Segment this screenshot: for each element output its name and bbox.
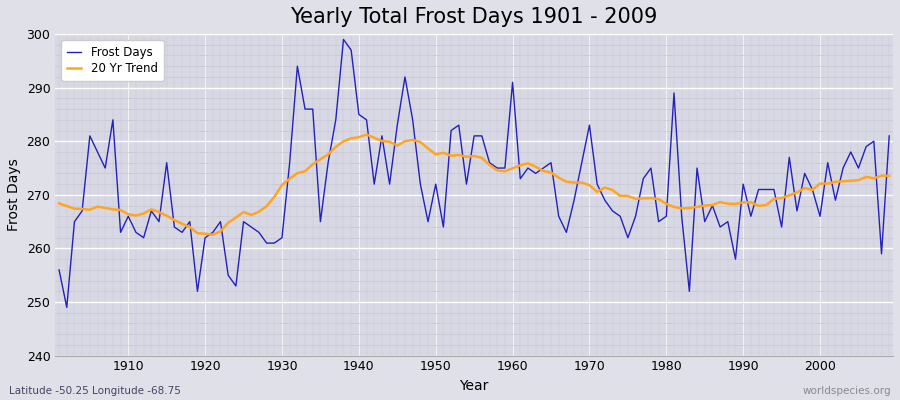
Text: Latitude -50.25 Longitude -68.75: Latitude -50.25 Longitude -68.75 xyxy=(9,386,181,396)
Frost Days xyxy=(338,37,349,42)
20 Yr Trend xyxy=(884,174,895,178)
Frost Days xyxy=(346,48,356,52)
Y-axis label: Frost Days: Frost Days xyxy=(7,158,21,231)
Frost Days xyxy=(523,166,534,170)
Frost Days xyxy=(615,214,626,219)
Frost Days xyxy=(54,268,65,272)
Line: Frost Days: Frost Days xyxy=(59,40,889,308)
20 Yr Trend xyxy=(523,161,534,166)
X-axis label: Year: Year xyxy=(460,379,489,393)
20 Yr Trend xyxy=(207,232,218,237)
20 Yr Trend xyxy=(361,132,372,137)
Line: 20 Yr Trend: 20 Yr Trend xyxy=(59,134,889,235)
20 Yr Trend xyxy=(338,139,349,144)
20 Yr Trend xyxy=(615,194,626,198)
Frost Days xyxy=(123,214,134,219)
20 Yr Trend xyxy=(54,201,65,206)
Legend: Frost Days, 20 Yr Trend: Frost Days, 20 Yr Trend xyxy=(61,40,164,81)
20 Yr Trend xyxy=(515,163,526,168)
Frost Days xyxy=(515,176,526,181)
Title: Yearly Total Frost Days 1901 - 2009: Yearly Total Frost Days 1901 - 2009 xyxy=(291,7,658,27)
Frost Days xyxy=(61,305,72,310)
Frost Days xyxy=(292,64,302,69)
Text: worldspecies.org: worldspecies.org xyxy=(803,386,891,396)
20 Yr Trend xyxy=(115,208,126,212)
20 Yr Trend xyxy=(292,171,302,176)
Frost Days xyxy=(884,134,895,138)
